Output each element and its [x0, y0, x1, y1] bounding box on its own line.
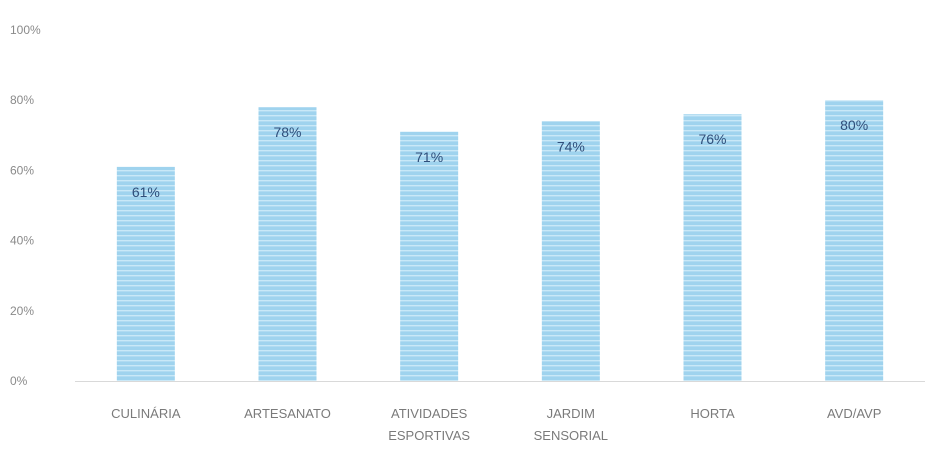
bar	[683, 114, 742, 382]
x-category-label: ESPORTIVAS	[388, 428, 470, 443]
x-category-label: ATIVIDADES	[391, 406, 468, 421]
x-category-label: AVD/AVP	[827, 406, 881, 421]
y-tick-label: 40%	[10, 234, 34, 248]
bar-data-label: 74%	[557, 138, 585, 154]
x-category-label: SENSORIAL	[534, 428, 608, 443]
bar	[258, 107, 317, 381]
x-category-label: JARDIM	[547, 406, 595, 421]
bars-group	[116, 100, 884, 382]
y-tick-label: 0%	[10, 374, 28, 388]
y-tick-label: 100%	[10, 23, 41, 37]
y-tick-label: 20%	[10, 304, 34, 318]
bar	[400, 131, 459, 381]
bar	[825, 100, 884, 381]
x-axis: CULINÁRIA ARTESANATO ATIVIDADES ESPORTIVAS J…	[111, 406, 881, 443]
bar-data-label: 61%	[132, 184, 160, 200]
bar-data-label: 71%	[415, 149, 443, 165]
x-category-label: HORTA	[690, 406, 735, 421]
bar	[116, 166, 175, 381]
x-category-label: ARTESANATO	[244, 406, 331, 421]
data-labels-group: 61% 78% 71% 74% 76% 80%	[132, 117, 868, 200]
bar-data-label: 76%	[698, 131, 726, 147]
bar-data-label: 78%	[273, 124, 301, 140]
y-tick-label: 80%	[10, 93, 34, 107]
bar-data-label: 80%	[840, 117, 868, 133]
y-axis: 0% 20% 40% 60% 80% 100%	[10, 23, 41, 388]
bar	[541, 121, 600, 381]
y-tick-label: 60%	[10, 163, 34, 177]
x-category-label: CULINÁRIA	[111, 406, 181, 421]
